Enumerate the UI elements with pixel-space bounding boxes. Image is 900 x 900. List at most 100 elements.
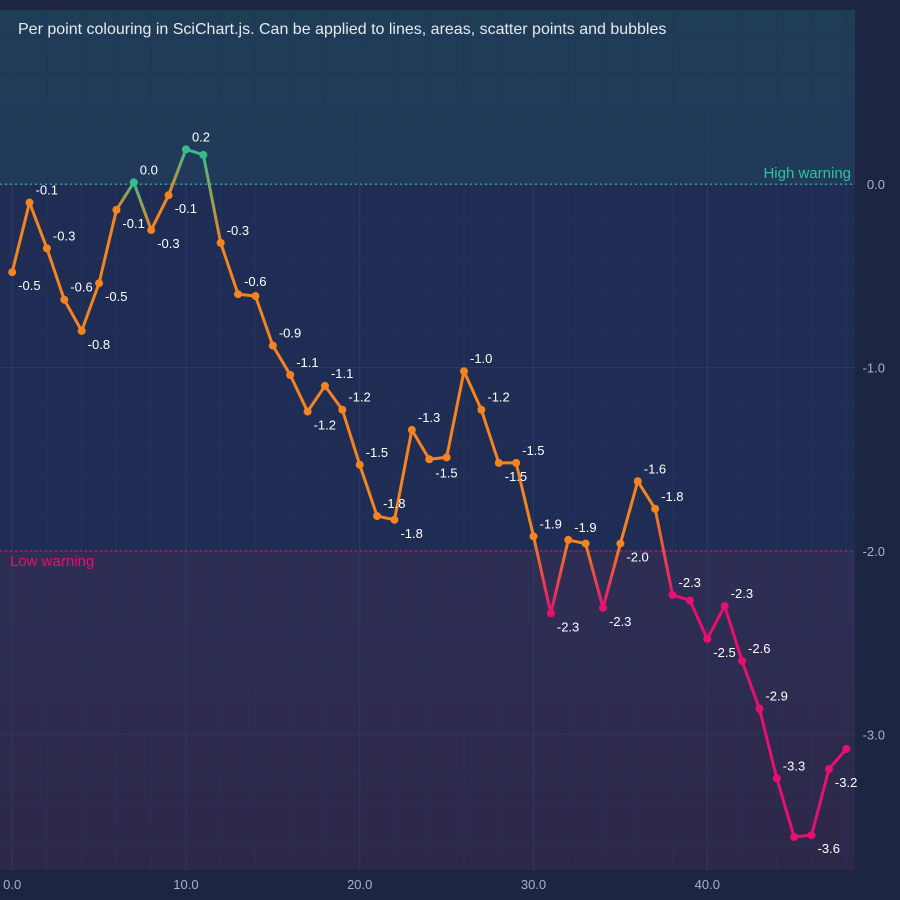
data-label: -0.3 (53, 228, 75, 243)
data-point (234, 290, 243, 299)
series-line-segment (288, 373, 310, 414)
data-point (338, 405, 347, 414)
data-label: -3.3 (783, 758, 805, 773)
data-point (373, 512, 382, 521)
series-line-segment (775, 776, 796, 839)
data-point (703, 634, 712, 643)
data-label: -0.5 (105, 289, 127, 304)
data-label: -1.5 (366, 445, 388, 460)
data-point (494, 458, 503, 467)
data-point (216, 238, 225, 247)
data-label: -1.5 (435, 465, 457, 480)
series-line-segment (514, 461, 536, 538)
data-label: -2.3 (731, 586, 753, 601)
data-label: -1.2 (348, 390, 370, 405)
y-tick-label: -1.0 (863, 361, 885, 376)
data-label: -2.3 (679, 575, 701, 590)
data-label: -3.2 (835, 775, 857, 790)
data-point (425, 455, 434, 464)
series-line-segment (618, 479, 640, 546)
low-warning-zone (0, 550, 855, 870)
data-point (459, 367, 468, 376)
data-point (790, 832, 799, 841)
data-point (738, 656, 747, 665)
series-line-segment (827, 747, 848, 771)
series-line-segment (532, 534, 553, 615)
data-label: -0.5 (18, 278, 40, 293)
data-point (720, 601, 729, 610)
data-label: -1.1 (331, 366, 353, 381)
data-point (286, 370, 295, 379)
series-line-segment (201, 153, 223, 245)
data-label: -2.6 (748, 641, 770, 656)
data-label: -1.8 (400, 526, 422, 541)
data-point (95, 279, 104, 288)
data-point (807, 831, 816, 840)
series-line-segment (757, 707, 779, 780)
series-line-segment (253, 294, 275, 348)
data-point (320, 381, 329, 390)
data-label: -0.1 (175, 201, 197, 216)
data-label: -3.6 (818, 841, 840, 856)
data-point (355, 460, 364, 469)
series-line-segment (636, 479, 657, 511)
series-line-segment (45, 246, 66, 302)
series-line-segment (479, 408, 501, 465)
data-point (25, 198, 34, 207)
series-line-segment (28, 201, 49, 250)
series-line-segment (10, 201, 32, 274)
high-warning-zone (0, 10, 855, 185)
series-line-segment (688, 598, 709, 641)
series-line-segment (271, 344, 292, 377)
data-point (77, 326, 86, 335)
chart-title: Per point colouring in SciChart.js. Can … (18, 21, 667, 38)
data-label: -1.5 (522, 443, 544, 458)
high-warning-label: High warning (763, 165, 851, 182)
series-line-segment (358, 463, 379, 518)
data-label: -1.6 (644, 461, 666, 476)
data-point (268, 341, 277, 350)
x-tick-label: 30.0 (521, 877, 546, 892)
series-line-segment (410, 428, 431, 461)
series-line-segment (462, 369, 483, 412)
series-line-segment (149, 193, 171, 232)
data-point (633, 477, 642, 486)
series-line-segment (740, 659, 761, 711)
series-line-segment (445, 369, 466, 459)
data-point (112, 205, 121, 214)
data-label: -1.5 (505, 469, 527, 484)
series-line-segment (810, 767, 831, 837)
data-label: 0.0 (140, 162, 158, 177)
data-label: -1.0 (470, 351, 492, 366)
data-label: -1.8 (383, 496, 405, 511)
data-label: -0.8 (88, 337, 110, 352)
x-tick-label: 40.0 (695, 877, 720, 892)
data-point (164, 191, 173, 200)
data-label: -1.2 (487, 390, 509, 405)
series-line-segment (653, 507, 675, 597)
data-point (616, 539, 625, 548)
data-point (685, 596, 694, 605)
data-point (442, 453, 451, 462)
data-point (42, 244, 51, 253)
x-tick-label: 0.0 (3, 877, 21, 892)
series-line-segment (549, 538, 570, 615)
data-point (407, 425, 416, 434)
data-point (651, 504, 660, 513)
data-point (251, 292, 260, 301)
data-label: -0.3 (227, 223, 249, 238)
series-line-segment (62, 298, 84, 333)
data-label: -1.8 (661, 489, 683, 504)
data-point (147, 226, 156, 235)
y-tick-label: -3.0 (863, 727, 885, 742)
data-point (181, 145, 190, 154)
data-label: -2.3 (557, 619, 579, 634)
data-point (842, 744, 851, 753)
data-point (824, 765, 833, 774)
data-label: -0.3 (157, 236, 179, 251)
data-point (546, 609, 555, 618)
data-label: -1.2 (314, 418, 336, 433)
data-point (529, 532, 538, 541)
